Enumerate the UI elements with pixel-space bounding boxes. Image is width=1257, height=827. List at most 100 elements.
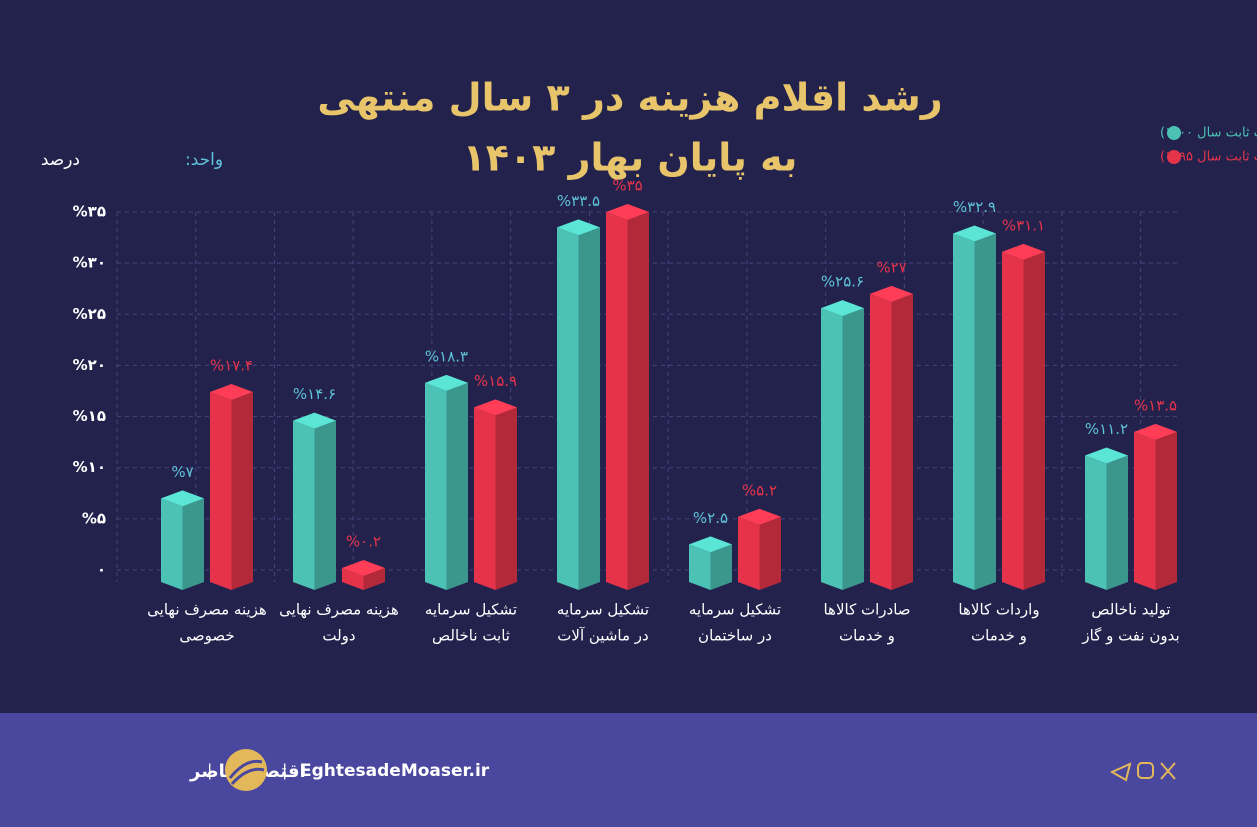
bar <box>689 536 732 590</box>
bar-face-right <box>495 407 517 590</box>
bar <box>425 374 468 590</box>
bar-face-right <box>1023 251 1045 591</box>
x-tick-label: و خدمات <box>971 627 1027 645</box>
bar <box>870 285 913 590</box>
site[interactable]: EghtesadeMoaser.ir <box>300 761 490 781</box>
logo-mark <box>228 759 265 786</box>
x-tick-label: تولید ناخالص <box>1091 601 1170 619</box>
bar-face-right <box>446 382 468 590</box>
y-tick-label: %۱۵ <box>73 407 106 425</box>
x-tick-label: واردات کالاها <box>958 601 1039 619</box>
y-tick-label: %۱۰ <box>73 458 106 476</box>
bar <box>953 225 996 591</box>
bar-top <box>1085 447 1128 464</box>
bar-face-left <box>161 498 183 590</box>
bar-top <box>474 399 517 416</box>
x-tick-label: خصوصی <box>179 627 234 645</box>
value-label: %۲۵.۶ <box>821 273 864 291</box>
bar-face-right <box>627 212 649 590</box>
bar-face-left <box>210 392 232 590</box>
chart-title: به پایان بهار ۱۴۰۳ <box>463 136 798 180</box>
footer-band <box>0 713 1257 827</box>
bar-face-left <box>870 293 892 590</box>
separator: | <box>282 761 287 780</box>
x-tick-label: و خدمات <box>839 627 895 645</box>
y-tick-label: %۳۵ <box>73 203 106 221</box>
bar-face-left <box>1002 251 1024 591</box>
bar-face-left <box>689 544 711 590</box>
bar-face-left <box>1085 455 1107 590</box>
value-label: %۳۳.۵ <box>557 192 600 210</box>
x-icon[interactable] <box>1160 762 1176 780</box>
x-tick-label: ثابت ناخالص <box>432 627 510 645</box>
value-label: %۱۱.۲ <box>1085 420 1128 438</box>
bar <box>1002 243 1045 591</box>
x-tick-label: صادرات کالاها <box>823 601 910 619</box>
bar-top <box>1002 243 1045 260</box>
value-label: %۱۴.۶ <box>293 385 336 403</box>
bar-face-left <box>474 407 496 590</box>
instagram-icon[interactable] <box>1137 762 1154 779</box>
value-label: %۱۵.۹ <box>474 372 517 390</box>
bar-top <box>210 384 253 401</box>
bar-top <box>689 536 732 553</box>
bar-top <box>161 490 204 507</box>
bar-face-left <box>953 233 975 591</box>
bar-face-right <box>578 227 600 591</box>
x-tick-label: تشکیل سرمایه <box>425 601 517 619</box>
bar-face-left <box>821 308 843 590</box>
bar <box>1134 423 1177 590</box>
value-label: %۱۸.۳ <box>425 347 468 365</box>
bar-face-right <box>891 293 913 590</box>
bar <box>1085 447 1128 590</box>
bar-top <box>953 225 996 242</box>
value-label: %۳۲.۹ <box>953 198 996 216</box>
telegram-icon[interactable] <box>1109 762 1132 782</box>
bar-top <box>738 508 781 525</box>
y-tick-label: %۲۰ <box>73 356 106 374</box>
legend-swatch <box>1167 126 1181 140</box>
value-label: %۱۳.۵ <box>1134 396 1177 414</box>
x-tick-label: بدون نفت و گاز <box>1081 627 1179 645</box>
bar-top <box>821 300 864 317</box>
bar <box>821 300 864 590</box>
x-tick-label: در ماشین آلات <box>557 627 648 645</box>
bar <box>738 508 781 590</box>
x-tick-label: در ساختمان <box>698 627 772 645</box>
value-label: %۳۵ <box>612 177 642 195</box>
bar-top <box>606 204 649 220</box>
bar-face-left <box>293 420 315 590</box>
legend-label: بانک مرکزی (به قیمت ثابت سال ۱۳۹۵) <box>1160 150 1257 165</box>
bar-face-right <box>1106 455 1128 590</box>
value-label: %۲.۵ <box>693 509 728 527</box>
bar-face-left <box>425 382 447 590</box>
bar <box>606 204 649 590</box>
bar-face-right <box>314 420 336 590</box>
bar <box>474 399 517 590</box>
bar <box>293 412 336 590</box>
y-tick-label: %۳۰ <box>73 254 106 272</box>
unit: درصد <box>41 150 80 170</box>
bar <box>210 384 253 590</box>
value-label: %۲۷ <box>876 258 906 276</box>
bar-face-left <box>606 212 628 590</box>
x-tick-label: هزینه مصرف نهایی <box>279 601 399 619</box>
y-tick-label: ۰ <box>97 561 106 579</box>
chart-title: رشد اقلام هزینه در ۳ سال منتهی <box>317 76 942 121</box>
legend-swatch <box>1167 150 1181 164</box>
y-tick-label: %۲۵ <box>73 305 106 323</box>
bar-face-right <box>182 498 204 590</box>
value-label: %۳۱.۱ <box>1002 216 1045 234</box>
x-tick-label: هزینه مصرف نهایی <box>147 601 267 619</box>
bar-top <box>870 285 913 302</box>
bar <box>161 490 204 590</box>
bar-face-right <box>1155 431 1177 590</box>
x-tick-label: تشکیل سرمایه <box>689 601 781 619</box>
x-tick-label: تشکیل سرمایه <box>557 601 649 619</box>
bar-top <box>1134 423 1177 440</box>
bar <box>557 219 600 591</box>
bar-face-right <box>363 567 385 590</box>
separator: | <box>207 761 212 780</box>
bar <box>342 559 385 590</box>
